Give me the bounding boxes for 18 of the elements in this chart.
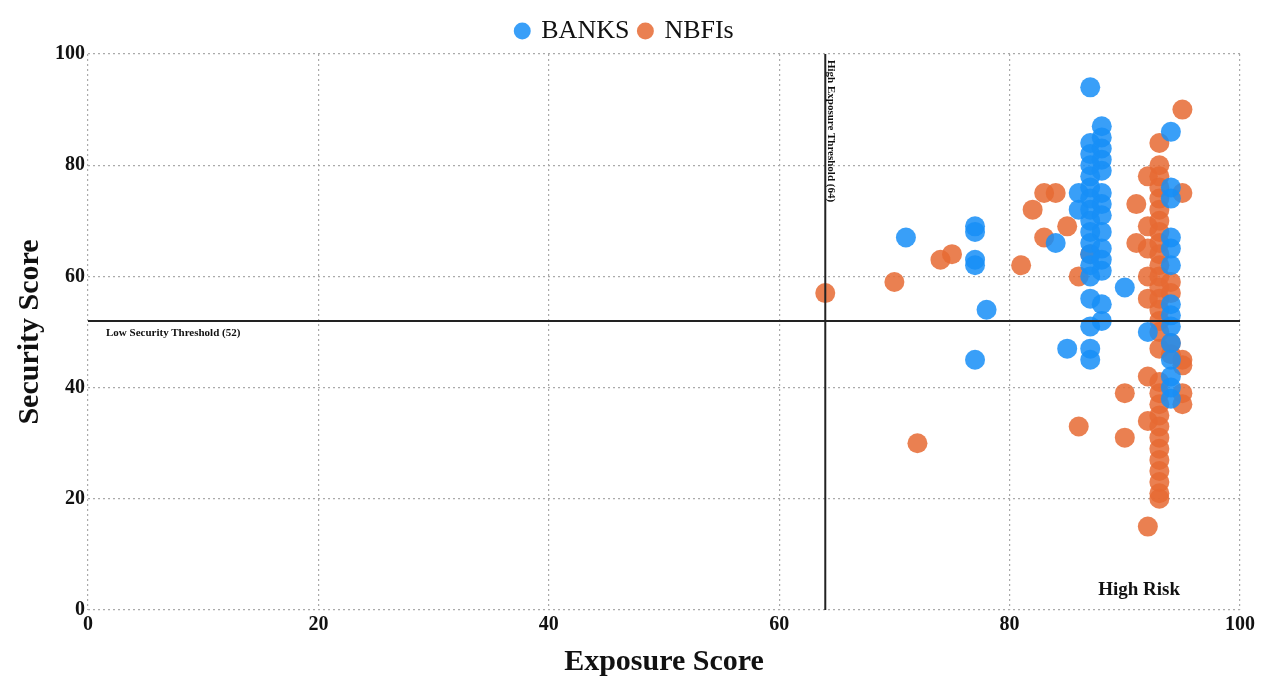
y-tick-label: 80 xyxy=(65,152,85,175)
x-tick-label: 80 xyxy=(999,612,1020,635)
y-tick-label: 20 xyxy=(65,485,85,508)
x-axis-title: Exposure Score xyxy=(564,642,764,676)
x-tick-label: 40 xyxy=(538,612,559,635)
y-tick-label: 60 xyxy=(65,263,85,286)
y-tick-label: 40 xyxy=(65,374,85,397)
ref-line-label: Low Security Threshold (52) xyxy=(106,326,241,340)
x-tick-label: 100 xyxy=(1225,612,1255,635)
ref-line-label: High Exposure Threshold (64) xyxy=(825,60,839,203)
legend-label: BANKS xyxy=(541,14,630,44)
x-tick-label: 20 xyxy=(308,612,329,635)
y-tick-label: 0 xyxy=(75,597,85,620)
x-tick-label: 60 xyxy=(769,612,790,635)
annotation: High Risk xyxy=(1098,578,1181,600)
legend-label: NBFIs xyxy=(664,14,734,44)
y-tick-label: 100 xyxy=(55,41,85,64)
y-axis-title: Security Score xyxy=(10,239,44,425)
